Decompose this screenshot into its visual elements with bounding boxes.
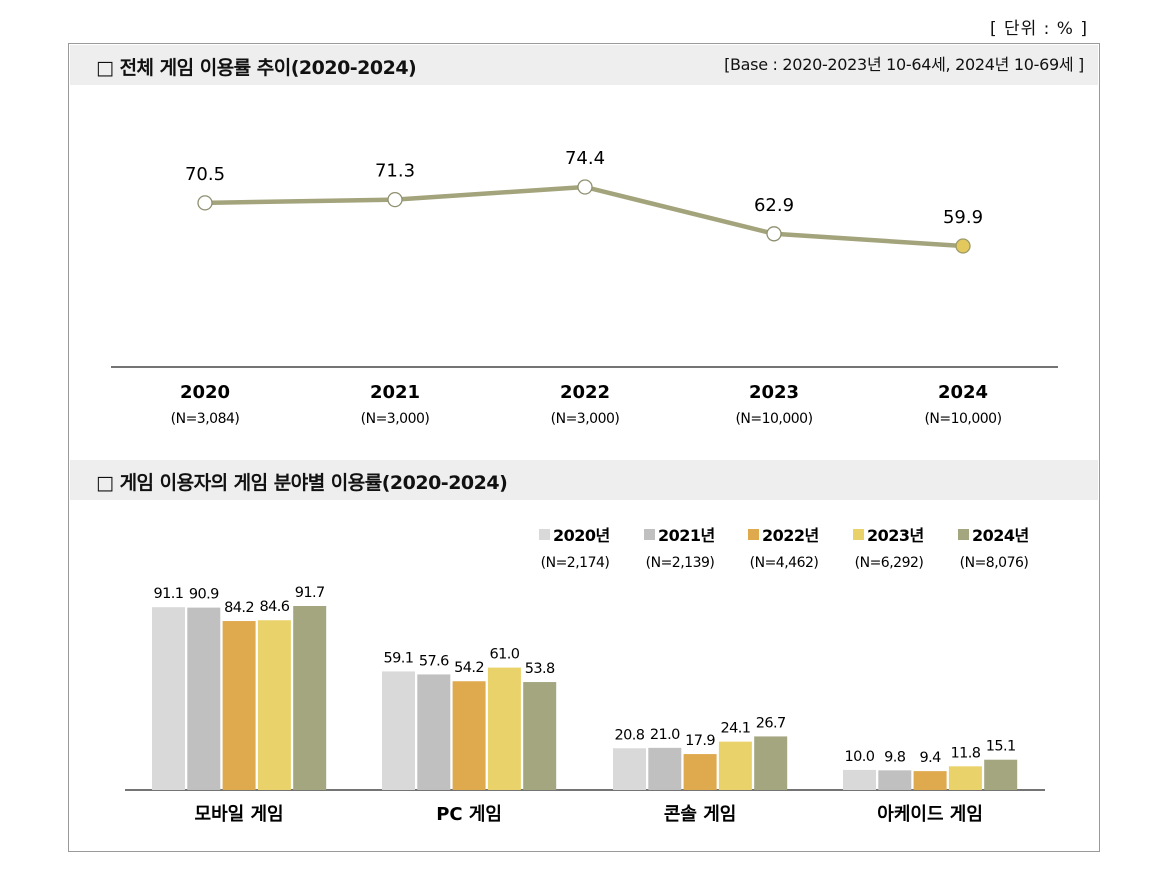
bar-value-label-2022년-0: 84.2 — [224, 600, 254, 616]
bar-value-label-2020년-3: 10.0 — [845, 749, 875, 765]
legend-label-2020년: 2020년 — [553, 526, 610, 545]
bar-value-label-2021년-3: 9.8 — [884, 749, 906, 765]
bar-value-label-2020년-0: 91.1 — [154, 586, 184, 602]
line-chart: 70.5 2020 (N=3,084) 71.3 2021 (N=3,000) 74.4 20… — [111, 148, 1058, 427]
bar-value-label-2022년-2: 17.9 — [685, 733, 715, 749]
line-point-2021 — [387, 191, 403, 208]
x-tick-sublabel-2023: (N=10,000) — [735, 411, 812, 427]
legend-swatch-2024년 — [958, 529, 969, 540]
line-point-2023 — [766, 226, 782, 242]
bar-2024년-0 — [293, 606, 327, 790]
bar-2023년-1 — [487, 667, 521, 790]
legend-swatch-2020년 — [539, 529, 550, 540]
legend-label-2023년: 2023년 — [867, 526, 924, 545]
category-label-0: 모바일 게임 — [195, 804, 284, 825]
legend-swatch-2022년 — [748, 529, 759, 540]
bar-2021년-2 — [648, 747, 682, 790]
bar-value-label-2022년-1: 54.2 — [454, 660, 484, 676]
bar-2022년-3 — [913, 771, 947, 790]
bar-2023년-0 — [257, 620, 291, 790]
bar-2022년-0 — [222, 621, 256, 790]
legend-n-2022년: (N=4,462) — [750, 555, 819, 571]
bar-2020년-3 — [843, 769, 876, 790]
bar-2021년-0 — [187, 607, 221, 790]
line-value-label-2020: 70.5 — [185, 164, 225, 185]
line-value-label-2021: 71.3 — [375, 161, 415, 182]
section-title-genre: □ 게임 이용자의 게임 분야별 이용률(2020-2024) — [96, 472, 508, 494]
line-point-2022 — [577, 179, 593, 195]
bar-2023년-2 — [718, 741, 752, 790]
line-point-2024 — [955, 238, 971, 254]
line-value-label-2022: 74.4 — [565, 148, 605, 169]
category-label-2: 콘솔 게임 — [664, 804, 737, 825]
bar-2020년-2 — [613, 748, 646, 790]
bar-value-label-2022년-3: 9.4 — [919, 750, 941, 766]
x-tick-sublabel-2021: (N=3,000) — [361, 411, 430, 427]
bar-2023년-3 — [948, 766, 982, 790]
bar-2024년-1 — [523, 682, 557, 790]
base-note: [Base : 2020-2023년 10-64세, 2024년 10-69세 … — [724, 55, 1084, 74]
bar-2021년-1 — [417, 674, 451, 790]
bar-2024년-2 — [754, 736, 788, 790]
bar-2021년-3 — [878, 770, 912, 790]
legend-label-2022년: 2022년 — [762, 526, 819, 545]
bar-value-label-2024년-1: 53.8 — [525, 661, 555, 677]
x-tick-label-2022: 2022 — [560, 382, 610, 403]
line-value-label-2023: 62.9 — [754, 195, 794, 216]
chart-frame: □ 전체 게임 이용률 추이(2020-2024) [Base : 2020-2… — [68, 43, 1100, 852]
bar-value-label-2021년-0: 90.9 — [189, 587, 219, 603]
section-title-trend: □ 전체 게임 이용률 추이(2020-2024) — [96, 57, 417, 79]
bar-value-label-2023년-2: 24.1 — [720, 721, 750, 737]
bar-value-label-2023년-1: 61.0 — [489, 647, 519, 663]
x-tick-sublabel-2020: (N=3,084) — [171, 411, 240, 427]
legend-n-2020년: (N=2,174) — [541, 555, 610, 571]
line-point-2020 — [197, 195, 213, 211]
category-label-3: 아케이드 게임 — [877, 804, 983, 825]
x-tick-sublabel-2024: (N=10,000) — [924, 411, 1001, 427]
bar-value-label-2024년-2: 26.7 — [756, 715, 786, 731]
x-tick-label-2021: 2021 — [370, 382, 420, 403]
section-header-trend: □ 전체 게임 이용률 추이(2020-2024) [Base : 2020-2… — [70, 45, 1098, 85]
x-tick-label-2023: 2023 — [749, 382, 799, 403]
x-tick-sublabel-2022: (N=3,000) — [551, 411, 620, 427]
bar-value-label-2023년-3: 11.8 — [950, 745, 980, 761]
legend-n-2023년: (N=6,292) — [855, 555, 924, 571]
bar-2022년-2 — [683, 754, 717, 790]
bar-value-label-2020년-1: 59.1 — [384, 650, 414, 666]
bar-value-label-2021년-1: 57.6 — [419, 653, 449, 669]
bar-value-label-2020년-2: 20.8 — [615, 727, 645, 743]
bar-value-label-2021년-2: 21.0 — [650, 727, 680, 743]
legend-swatch-2021년 — [644, 529, 655, 540]
x-tick-label-2024: 2024 — [938, 382, 988, 403]
legend-n-2024년: (N=8,076) — [960, 555, 1029, 571]
bar-value-label-2024년-3: 15.1 — [986, 739, 1016, 755]
legend-n-2021년: (N=2,139) — [646, 555, 715, 571]
legend-swatch-2023년 — [853, 529, 864, 540]
bar-2020년-0 — [152, 607, 185, 790]
bar-value-label-2024년-0: 91.7 — [295, 585, 325, 601]
legend-label-2024년: 2024년 — [972, 526, 1029, 545]
bar-value-label-2023년-0: 84.6 — [259, 599, 289, 615]
section-header-genre: □ 게임 이용자의 게임 분야별 이용률(2020-2024) — [70, 460, 1098, 500]
category-label-1: PC 게임 — [436, 804, 502, 825]
x-tick-label-2020: 2020 — [180, 382, 230, 403]
legend-label-2021년: 2021년 — [658, 526, 715, 545]
line-value-label-2024: 59.9 — [943, 207, 983, 228]
unit-label: [ 단위 : % ] — [989, 19, 1088, 39]
bar-2024년-3 — [984, 759, 1018, 790]
bar-2020년-1 — [382, 671, 415, 790]
bar-2022년-1 — [452, 681, 486, 790]
